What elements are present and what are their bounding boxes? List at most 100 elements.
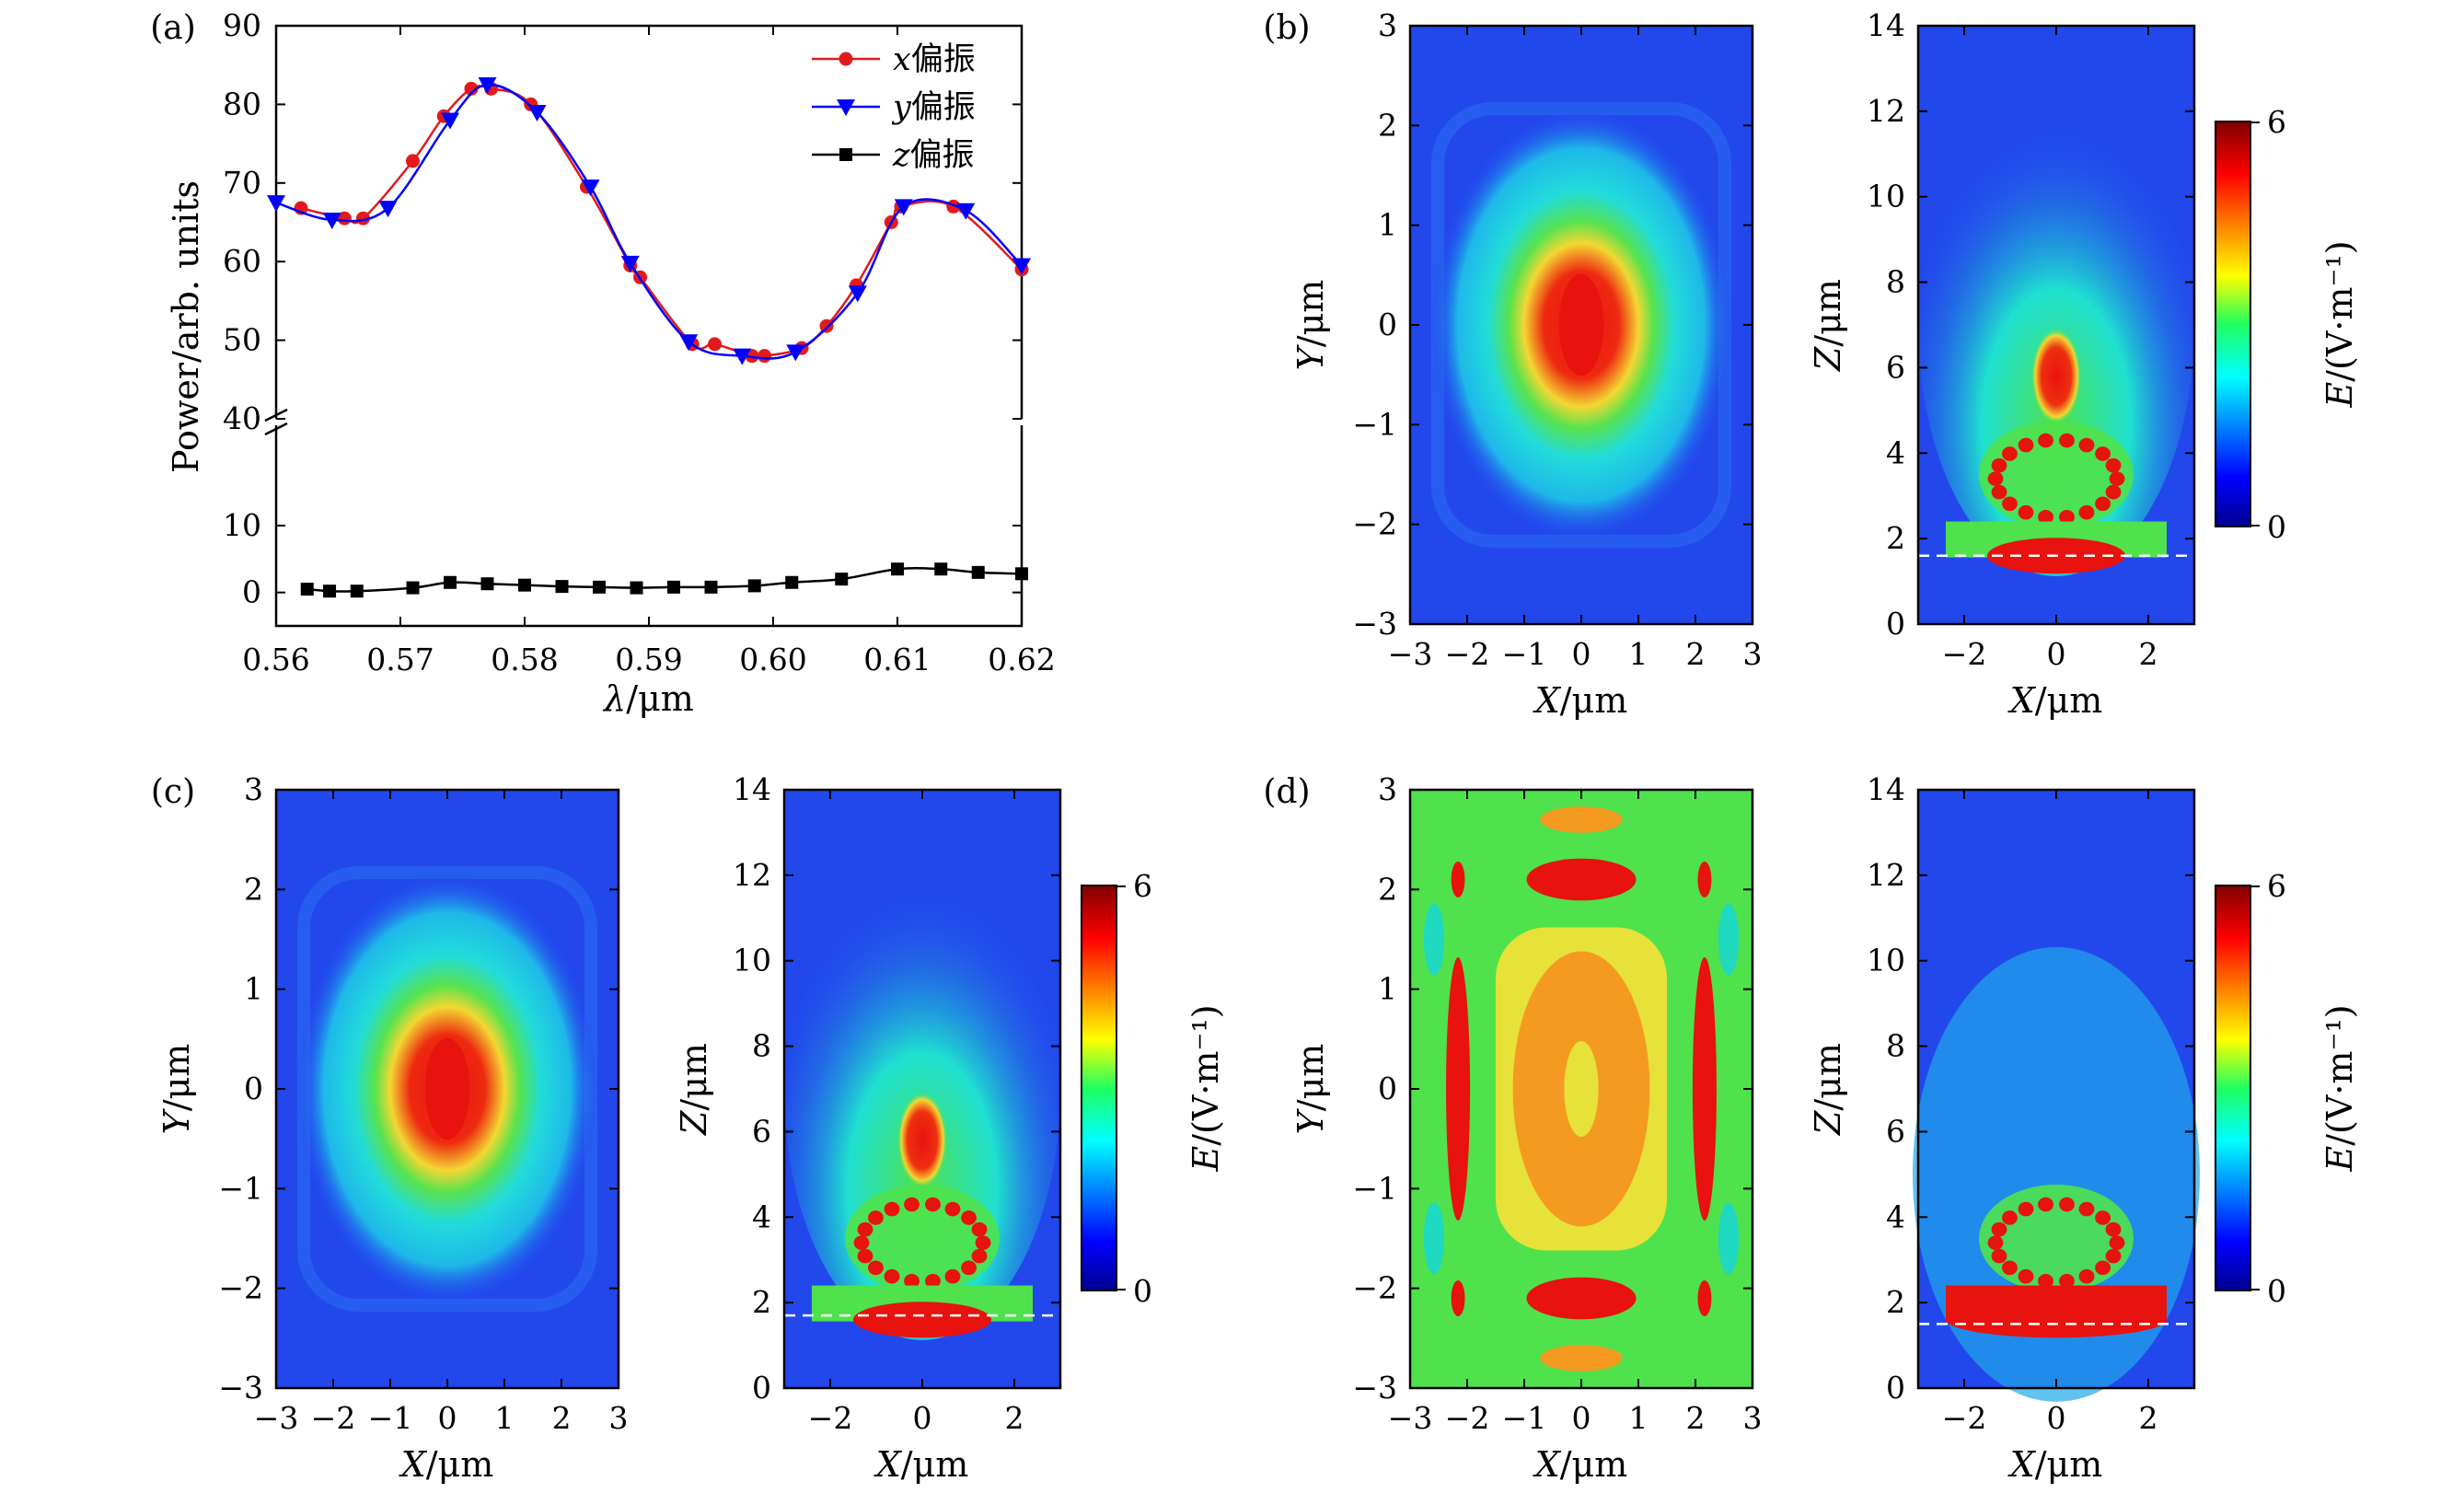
b-xy-focal-spot	[1558, 273, 1604, 376]
data-point-x	[819, 318, 834, 333]
data-point-z	[667, 580, 680, 594]
b-xz-hot-spot	[2078, 437, 2095, 453]
panel-a: (a) 0.56 0.57 0.58 0.59 0.60 0.61 0.62 40 50 60 70 8…	[150, 7, 1056, 719]
d-xy-band-lobe	[1526, 858, 1637, 901]
b-xy-y-tick-label: 1	[1378, 207, 1397, 243]
c-xy-x-tick-label: −2	[311, 1400, 356, 1436]
c-xz-hot-spot	[944, 1268, 961, 1284]
b-xz-hot-spot	[1991, 484, 2007, 500]
c-xy-y-axis-label: Y/μm	[156, 1044, 197, 1135]
data-point-y	[733, 348, 752, 365]
d-xz-hot-spot	[2095, 1210, 2111, 1225]
c-xz-hot-spot	[853, 1235, 870, 1250]
c-xz-focal-spot	[897, 1092, 947, 1188]
b-xz-y-tick-label: 10	[1867, 179, 1905, 214]
c-xy-x-tick-label: −3	[254, 1400, 299, 1436]
b-xz-hot-spot	[2018, 437, 2034, 453]
data-point-z	[785, 575, 799, 589]
d-xz-substrate-hot	[1946, 1302, 2167, 1338]
c-xz-x-tick-label: −2	[808, 1400, 853, 1436]
d-xy-y-axis-label: Y/μm	[1290, 1044, 1331, 1135]
d-xy-x-tick-label: 0	[1572, 1400, 1591, 1436]
data-point-y	[441, 112, 459, 130]
c-xz-hot-spot	[884, 1268, 900, 1284]
b-colorbar-label: E/(V·m⁻¹)	[2319, 240, 2360, 408]
d-xz-hot-spot	[1991, 1248, 2007, 1264]
b-xz-sphere-field	[1979, 421, 2134, 528]
d-xz-y-tick-label: 0	[1886, 1370, 1905, 1406]
data-point-z	[835, 573, 849, 586]
b-xy-x-tick-label: 2	[1686, 636, 1706, 672]
d-xz-y-tick-label: 12	[1867, 857, 1905, 893]
b-xz-focal-spot	[2031, 328, 2081, 424]
b-xy-y-tick-label: 2	[1378, 107, 1397, 143]
b-xz-hot-spot	[2109, 471, 2125, 486]
c-xz-x-tick-label: 2	[1005, 1400, 1024, 1436]
d-xy-x-tick-label: 3	[1743, 1400, 1763, 1436]
d-xy-side-lobe	[1692, 957, 1717, 1221]
c-colorbar-min: 0	[1133, 1273, 1152, 1309]
b-xz-y-tick-label: 8	[1886, 264, 1905, 300]
axis-frame-upper	[274, 24, 1024, 419]
b-xy-x-tick-label: 0	[1572, 636, 1591, 672]
x-tick-label: 0.58	[491, 642, 558, 677]
c-xy-x-tick-label: 2	[552, 1400, 572, 1436]
legend-marker-z	[839, 148, 852, 161]
c-xy-x-axis-label: X/μm	[399, 1444, 494, 1485]
b-xz-y-tick-label: 6	[1886, 349, 1905, 385]
c-xz-y-tick-label: 14	[733, 771, 771, 807]
d-xy-x-tick-label: 1	[1629, 1400, 1648, 1436]
d-xy-y-tick-label: −2	[1352, 1270, 1397, 1306]
data-point-y	[956, 203, 976, 220]
data-point-z	[555, 580, 569, 594]
d-xz-x-tick-label: 2	[2139, 1400, 2158, 1436]
d-xz-hot-spot	[2018, 1268, 2034, 1284]
c-xz-y-tick-label: 10	[733, 943, 771, 978]
d-xz-y-tick-label: 6	[1886, 1113, 1905, 1149]
data-point-z	[406, 581, 420, 595]
c-xy-y-tick-label: 0	[244, 1071, 263, 1106]
b-xz-hot-spot	[2038, 509, 2053, 525]
b-xz-hot-spot	[2059, 509, 2075, 525]
b-xz-x-axis-label: X/μm	[2007, 680, 2103, 721]
d-xz-hot-spot	[2059, 1197, 2075, 1212]
x-tick-label: 0.56	[242, 642, 309, 677]
d-xy-x-axis-label: X/μm	[1533, 1444, 1628, 1485]
d-xy-y-tick-label: −1	[1352, 1170, 1397, 1206]
b-xy-y-axis-label: Y/μm	[1290, 280, 1331, 371]
data-point-z	[704, 580, 718, 594]
d-xy-cyan-node	[1718, 1202, 1740, 1275]
d-xy-corner-spot	[1697, 862, 1712, 897]
d-xz-hot-spot	[1991, 1221, 2007, 1237]
d-xy-corner-spot	[1451, 862, 1465, 897]
data-point-z	[444, 575, 457, 589]
c-xy-y-tick-label: 3	[244, 771, 263, 807]
c-xz-hot-spot	[904, 1197, 920, 1212]
d-xz-y-tick-label: 8	[1886, 1028, 1905, 1064]
c-xz-hot-spot	[961, 1210, 977, 1225]
d-xy-band-lobe	[1526, 1277, 1637, 1320]
data-point-z	[593, 580, 606, 594]
data-point-z	[971, 565, 985, 579]
y-tick-label: 60	[223, 243, 261, 279]
c-xz-hot-spot	[868, 1260, 884, 1276]
y-tick-label: 10	[223, 507, 261, 543]
data-point-z	[747, 579, 761, 593]
b-xz-hot-spot	[2059, 433, 2075, 448]
c-colorbar	[1081, 885, 1117, 1291]
x-tick-label: 0.57	[366, 642, 434, 677]
x-tick-label: 0.59	[615, 642, 682, 677]
b-xz-hot-spot	[2018, 504, 2034, 520]
data-point-z	[518, 578, 531, 592]
c-xy-y-tick-label: 1	[244, 971, 263, 1007]
d-xz-hot-spot	[2002, 1260, 2018, 1276]
c-xz-y-tick-label: 0	[752, 1370, 771, 1406]
c-xz-hot-spot	[857, 1221, 873, 1237]
d-xy-y-tick-label: 0	[1378, 1071, 1397, 1106]
b-xy-y-tick-label: −1	[1352, 406, 1397, 442]
d-xz-hot-spot	[2078, 1268, 2095, 1284]
c-xy-focal-spot	[424, 1037, 470, 1140]
d-xy-x-tick-label: −1	[1502, 1400, 1547, 1436]
